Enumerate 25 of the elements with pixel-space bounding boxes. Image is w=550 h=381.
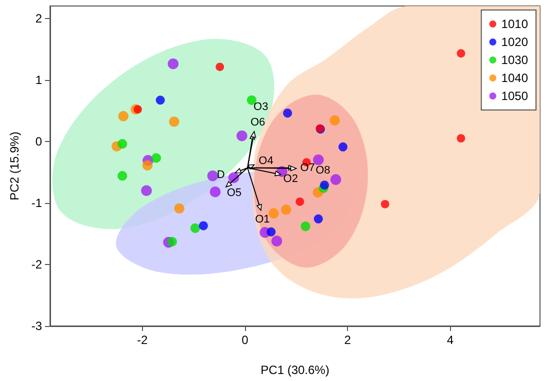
legend-label: 1030 [501,53,528,67]
annotation: O8 [316,164,330,176]
x-tick-label: 4 [446,333,454,347]
y-tick-label: -2 [31,257,42,272]
y-tick-label: -1 [31,196,42,210]
annotation: O6 [250,116,266,128]
annotation: O3 [254,100,268,113]
legend-label: 1040 [501,71,528,85]
y-tick-label: -3 [31,319,42,333]
y-tick-label: 1 [35,72,42,87]
annotation: O1 [255,214,270,226]
x-tick-label: -2 [137,333,148,347]
annotation: O2 [283,172,298,185]
annotation: O7 [300,162,315,174]
y-tick-label: 0 [35,134,42,148]
x-axis-title: PC1 (30.6%) [260,363,330,377]
x-tick-label: 2 [344,333,352,347]
annotation: O5 [226,187,242,200]
legend-label: 1010 [501,17,528,31]
y-tick-label: 2 [35,11,42,26]
y-axis-title: PC2 (15.9%) [7,132,22,200]
legend-label: 1020 [501,35,528,49]
legend-label: 1050 [501,89,528,103]
annotation: D [216,169,225,182]
x-tick-label: 0 [242,333,249,347]
